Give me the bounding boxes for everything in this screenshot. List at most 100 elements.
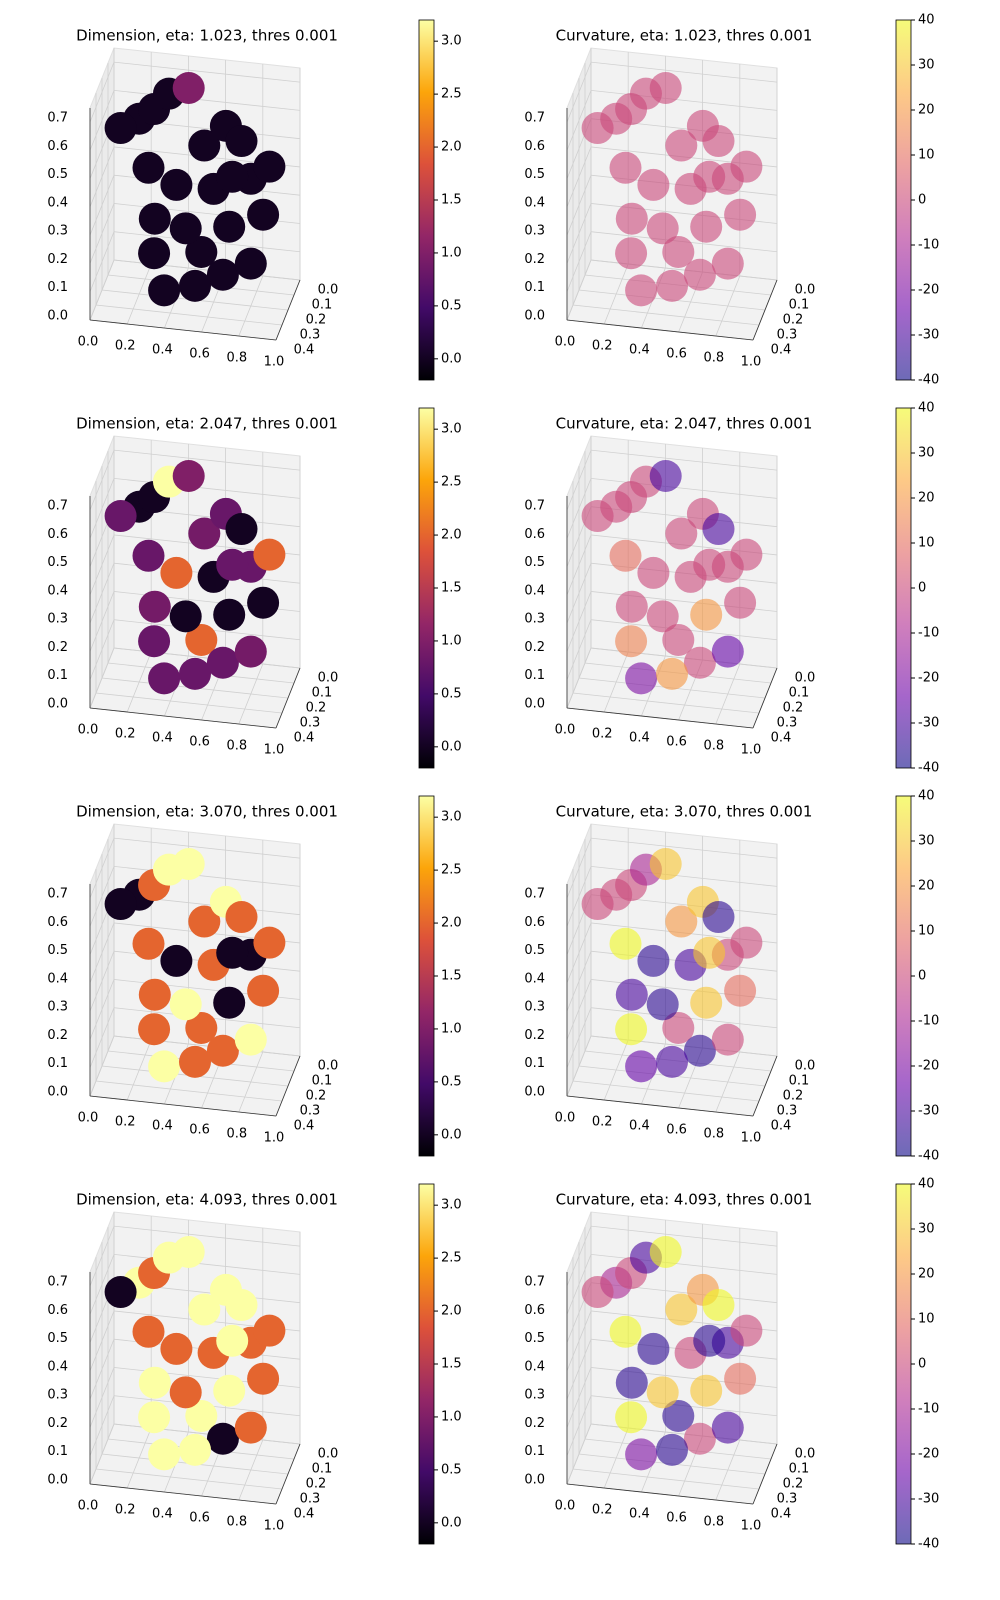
chart-title: Curvature, eta: 1.023, thres 0.001 xyxy=(556,27,813,45)
point xyxy=(138,978,171,1011)
y-tick-label: 0.3 xyxy=(300,1104,321,1119)
y-axis xyxy=(275,667,301,729)
colorbar-tick-label: 2.5 xyxy=(441,87,462,102)
point xyxy=(169,988,202,1021)
z-tick-label: 0.4 xyxy=(47,1359,68,1374)
y-tick-label: 0.4 xyxy=(771,343,792,358)
point xyxy=(169,1376,202,1409)
x-tick-label: 1.0 xyxy=(264,355,285,370)
chart-title: Curvature, eta: 3.070, thres 0.001 xyxy=(556,803,813,821)
x-axis xyxy=(89,1095,277,1117)
y-tick-label: 0.3 xyxy=(300,1492,321,1507)
colorbar-tick-label: 0.5 xyxy=(441,1462,462,1477)
grid-line xyxy=(89,1225,301,1287)
y-tick-label: 0.1 xyxy=(789,298,810,313)
z-tick-label: 0.4 xyxy=(524,971,545,986)
y-tick-label: 0.3 xyxy=(300,716,321,731)
point xyxy=(179,1433,211,1466)
point xyxy=(188,129,221,162)
z-tick-label: 0.0 xyxy=(524,1473,545,1488)
colorbar-tick-label: -20 xyxy=(918,1447,939,1462)
z-tick-label: 0.0 xyxy=(47,1473,68,1488)
point xyxy=(615,625,648,658)
colorbar-tick-label: 0 xyxy=(918,193,926,208)
x-tick-label: 0.8 xyxy=(226,1515,247,1530)
point xyxy=(665,129,698,162)
point xyxy=(649,847,682,880)
point xyxy=(216,548,249,581)
point xyxy=(683,1422,716,1455)
point xyxy=(234,635,267,668)
colorbar-tick-label: -10 xyxy=(918,626,939,641)
point xyxy=(702,125,735,158)
colorbar-tick-label: 10 xyxy=(918,148,935,163)
point xyxy=(690,598,723,631)
y-tick-label: 0.2 xyxy=(306,701,327,716)
grid-line xyxy=(566,1310,778,1372)
point xyxy=(615,202,648,235)
colorbar-tick-label: 3.0 xyxy=(441,810,462,825)
x-tick-label: 0.6 xyxy=(189,1511,210,1526)
x-tick-label: 0.8 xyxy=(226,1127,247,1142)
point xyxy=(615,237,648,270)
colorbar xyxy=(418,1183,435,1545)
point xyxy=(649,1235,682,1268)
x-tick-label: 0.4 xyxy=(152,1507,173,1522)
grid-line xyxy=(89,1310,301,1372)
point xyxy=(169,600,202,633)
point xyxy=(225,901,258,934)
y-tick-label: 0.0 xyxy=(795,1059,816,1074)
colorbar xyxy=(418,407,435,769)
z-tick-label: 0.1 xyxy=(524,1444,545,1459)
z-tick-label: 0.6 xyxy=(524,915,545,930)
y-tick-label: 0.1 xyxy=(312,1462,333,1477)
colorbar-tick-label: -20 xyxy=(918,1059,939,1074)
point xyxy=(656,657,688,690)
colorbar-tick-label: 3.0 xyxy=(441,422,462,437)
point xyxy=(615,1401,648,1434)
point xyxy=(724,1362,757,1395)
z-tick-label: 0.0 xyxy=(47,697,68,712)
colorbar-tick-label: 2.0 xyxy=(441,140,462,155)
y-tick-label: 0.2 xyxy=(783,313,804,328)
point xyxy=(216,936,249,969)
point xyxy=(206,646,239,679)
point xyxy=(234,1023,267,1056)
y-tick-label: 0.2 xyxy=(783,1089,804,1104)
z-tick-label: 0.2 xyxy=(47,640,68,655)
point xyxy=(646,988,679,1021)
x-axis xyxy=(566,707,754,729)
point xyxy=(625,1050,658,1083)
point xyxy=(247,586,280,619)
y-tick-label: 0.1 xyxy=(312,298,333,313)
z-tick-label: 0.1 xyxy=(524,1056,545,1071)
colorbar-tick-label: 3.0 xyxy=(441,1198,462,1213)
colorbar-tick-label: 0 xyxy=(918,581,926,596)
point xyxy=(225,513,258,546)
point xyxy=(683,1034,716,1067)
x-tick-label: 0.4 xyxy=(629,1119,650,1134)
point xyxy=(693,160,726,193)
point xyxy=(730,538,763,571)
z-tick-label: 0.5 xyxy=(524,167,545,182)
colorbar-tick-label: -10 xyxy=(918,1014,939,1029)
y-tick-label: 0.3 xyxy=(777,1104,798,1119)
point xyxy=(609,539,642,572)
z-tick-label: 0.5 xyxy=(47,167,68,182)
point xyxy=(690,986,723,1019)
point xyxy=(206,1422,239,1455)
point xyxy=(615,590,648,623)
z-tick-label: 0.3 xyxy=(524,1388,545,1403)
colorbar xyxy=(895,795,912,1157)
colorbar-tick-label: 40 xyxy=(918,401,935,416)
point xyxy=(711,1023,744,1056)
x-tick-label: 0.2 xyxy=(115,339,136,354)
point xyxy=(138,590,171,623)
colorbar-tick-label: 20 xyxy=(918,103,935,118)
point xyxy=(132,1315,165,1348)
y-tick-label: 0.0 xyxy=(795,671,816,686)
x-tick-label: 0.8 xyxy=(703,1127,724,1142)
z-tick-label: 0.5 xyxy=(47,555,68,570)
x-axis xyxy=(566,1095,754,1117)
